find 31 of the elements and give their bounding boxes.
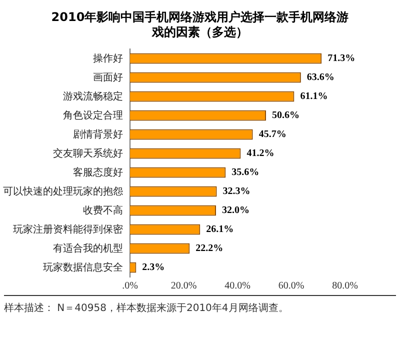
y-tick-label: 玩家注册资料能得到保密: [13, 223, 123, 236]
x-tick-label: 40.0%: [224, 280, 250, 292]
y-tick-label: 交友聊天系统好: [53, 147, 123, 160]
data-label: 71.3%: [328, 53, 356, 64]
x-tick-label: 80.0%: [332, 280, 358, 292]
y-tick-label: 有适合我的机型: [53, 242, 123, 254]
data-label: 32.0%: [222, 205, 250, 216]
y-tick-label: 客服态度好: [73, 166, 123, 178]
data-label: 45.7%: [258, 129, 286, 140]
y-tick-label: 收费不高: [83, 204, 123, 216]
data-label: 63.6%: [306, 72, 334, 84]
data-label: 32.3%: [222, 186, 250, 198]
data-label: 26.1%: [206, 224, 234, 236]
y-tick-label: 游戏流畅稳定: [63, 90, 123, 102]
y-tick-label: 可以快速的处理玩家的抱怨: [3, 185, 123, 198]
x-tick-label: 20.0%: [170, 280, 197, 292]
x-tick-label: .0%: [122, 280, 138, 292]
data-label: 2.3%: [142, 262, 165, 274]
y-tick-label: 操作好: [93, 52, 123, 64]
y-tick-label: 角色设定合理: [63, 109, 123, 122]
y-tick-label: 玩家数据信息安全: [43, 261, 123, 274]
data-label: 50.6%: [272, 110, 300, 122]
chart-title: 2010年影响中国手机网络游戏用户选择一款手机网络游戏的因素（多选）: [50, 9, 350, 40]
text: 样本描述： N＝40958，样本数据来源于2010年4月网络调查。: [4, 302, 290, 315]
y-tick-label: 画面好: [93, 72, 123, 84]
y-tick-label: 剧情背景好: [73, 128, 123, 140]
x-tick-label: 60.0%: [278, 280, 304, 292]
data-label: 61.1%: [300, 91, 328, 102]
data-label: 35.6%: [232, 167, 260, 178]
data-label: 41.2%: [246, 148, 274, 160]
data-label: 22.2%: [196, 243, 224, 254]
